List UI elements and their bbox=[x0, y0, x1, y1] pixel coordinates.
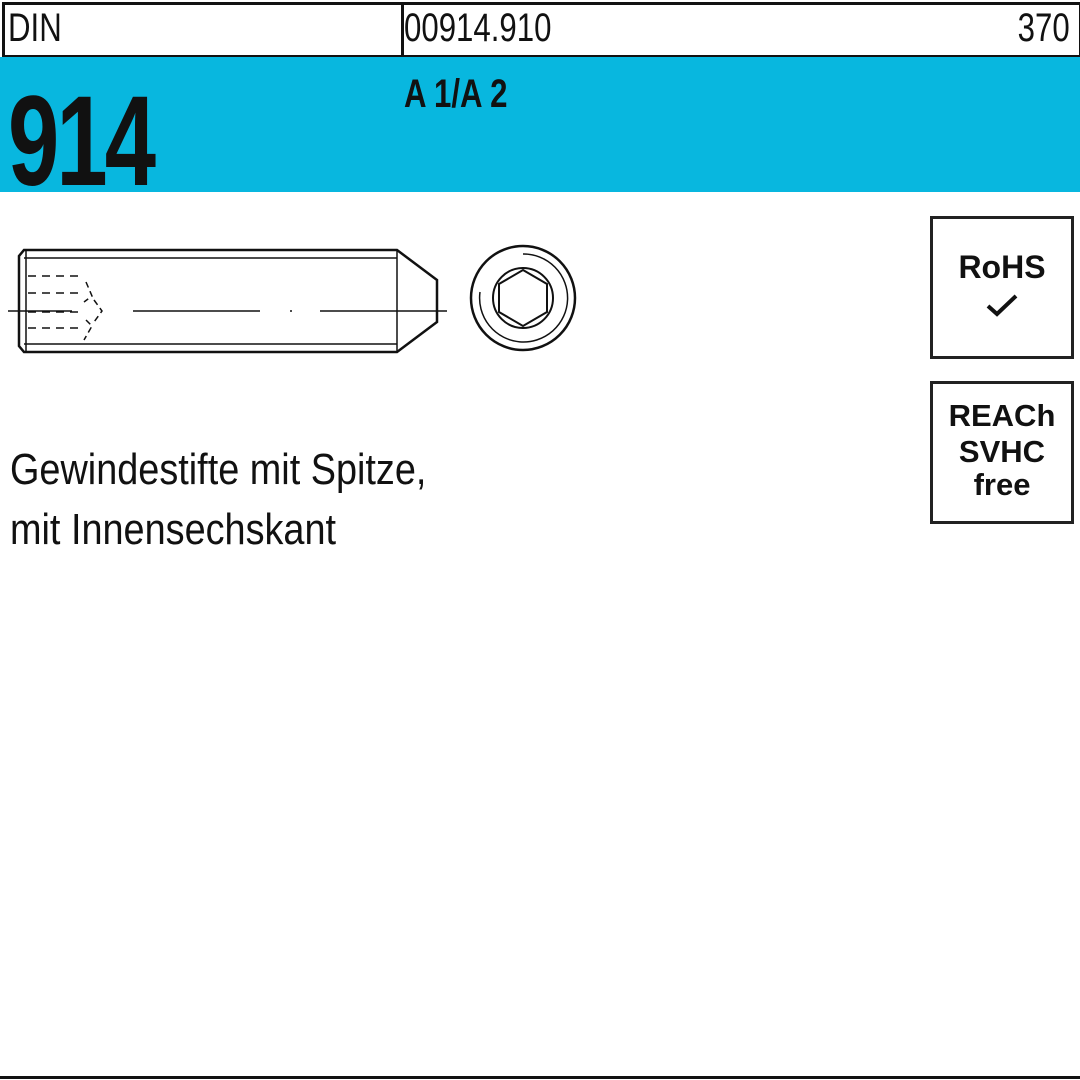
set-screw-drawing bbox=[8, 244, 577, 354]
reach-line3: free bbox=[973, 467, 1031, 502]
title-line-1: Gewindestifte mit Spitze, bbox=[10, 445, 427, 494]
title-band bbox=[0, 57, 1080, 192]
article-code: 00914.910 bbox=[404, 6, 552, 50]
reach-badge: REACh SVHC free bbox=[930, 381, 1074, 524]
rohs-badge: RoHS bbox=[930, 216, 1074, 359]
product-title: Gewindestifte mit Spitze, mit Innensechs… bbox=[10, 440, 494, 560]
socket-hidden-lines bbox=[28, 275, 103, 341]
rohs-label: RoHS bbox=[958, 249, 1046, 285]
reach-line1: REACh bbox=[948, 398, 1056, 433]
header-divider bbox=[401, 5, 404, 58]
title-line-2: mit Innensechskant bbox=[10, 505, 337, 554]
din-number: 914 bbox=[8, 70, 156, 213]
screw-side-view bbox=[17, 248, 439, 354]
bottom-rule bbox=[0, 1076, 1080, 1079]
reach-line2: SVHC bbox=[958, 434, 1046, 469]
checkmark-icon bbox=[986, 294, 1018, 317]
material-grade: A 1/A 2 bbox=[404, 72, 508, 116]
standard-label: DIN bbox=[8, 6, 62, 50]
screw-end-view bbox=[469, 244, 577, 352]
page-number: 370 bbox=[1017, 6, 1070, 50]
